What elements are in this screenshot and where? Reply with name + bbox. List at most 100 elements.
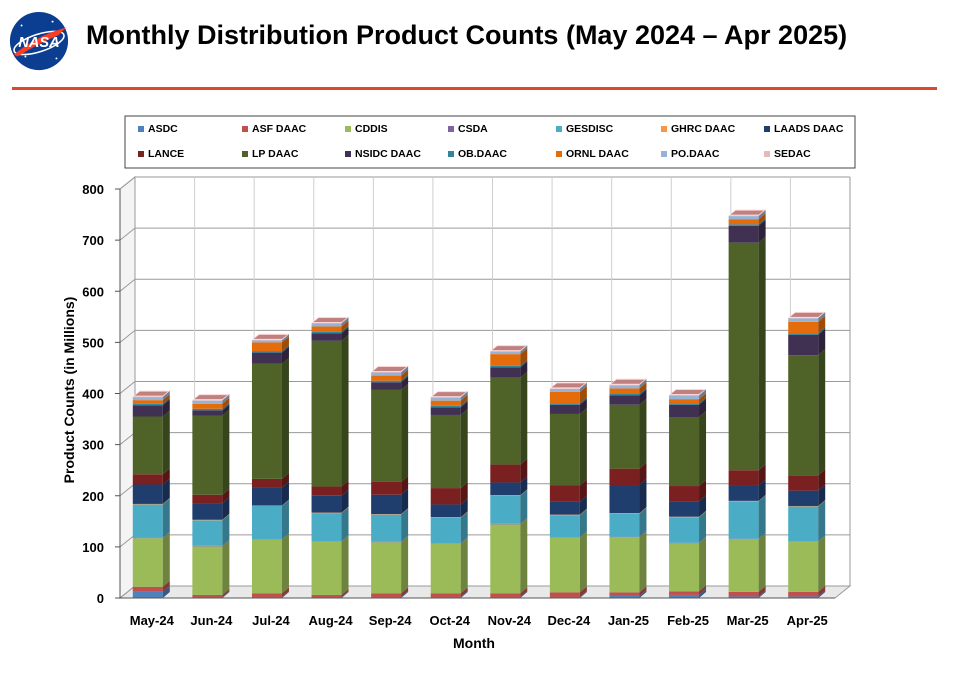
- bar-side: [818, 311, 826, 319]
- bar-front: [132, 416, 163, 475]
- bar-front: [430, 596, 461, 598]
- bar-side: [758, 209, 766, 217]
- legend-label: GHRC DAAC: [671, 123, 736, 135]
- bar-side: [401, 383, 409, 482]
- bar-side: [401, 590, 409, 598]
- bar-segment-csda: [788, 535, 826, 542]
- bar-side: [162, 532, 170, 587]
- bar-front: [788, 317, 819, 319]
- bar-front: [251, 596, 282, 598]
- x-tick-label: Jan-25: [608, 613, 649, 628]
- bar-side: [758, 218, 766, 226]
- bar-segment-ghrc-daac: [311, 506, 349, 514]
- bar-side: [460, 511, 468, 518]
- bar-front: [609, 536, 640, 538]
- x-tick-label: May-24: [130, 613, 175, 628]
- bar-segment-sedac: [669, 389, 707, 396]
- bar-front: [430, 543, 461, 544]
- bar-front: [192, 415, 223, 495]
- bar-side: [162, 497, 170, 505]
- bar-front: [728, 501, 759, 539]
- bar-segment-lp-daac: [788, 349, 826, 476]
- bar-front: [311, 333, 342, 341]
- bar-front: [192, 400, 223, 404]
- bar-side: [818, 585, 826, 597]
- bar-segment-cddis: [490, 518, 528, 594]
- bar-segment-csda: [669, 536, 707, 544]
- bar-front: [132, 405, 163, 417]
- legend-swatch: [345, 126, 351, 132]
- bar-side: [758, 494, 766, 502]
- bar-front: [311, 596, 342, 598]
- bar-front: [728, 485, 759, 501]
- bar-segment-gesdisc: [609, 507, 647, 537]
- bar-segment-ob-daac: [549, 397, 587, 405]
- bar-segment-csda: [311, 535, 349, 542]
- bar-segment-gesdisc: [371, 508, 409, 542]
- bar-side: [520, 517, 528, 525]
- bar-side: [162, 399, 170, 417]
- bar-segment-po-daac: [192, 394, 230, 404]
- bar-segment-sedac: [371, 366, 409, 373]
- bar-side: [639, 388, 647, 396]
- bar-segment-csda: [251, 533, 289, 540]
- x-axis-title: Month: [453, 635, 495, 651]
- bar-segment-asf-daac: [788, 585, 826, 597]
- bar-segment-po-daac: [371, 366, 409, 376]
- bar-segment-ghrc-daac: [192, 513, 230, 521]
- bar-front: [609, 592, 640, 596]
- bar-side: [460, 394, 468, 406]
- bar-side: [281, 533, 289, 594]
- bar-front: [788, 334, 819, 356]
- legend-swatch: [661, 151, 667, 157]
- bar-side: [162, 390, 170, 398]
- bar-segment-asdc: [609, 589, 647, 598]
- bar-front: [430, 397, 461, 401]
- bar-segment-asf-daac: [430, 587, 468, 597]
- bar-side: [699, 389, 707, 396]
- bar-top-rim: [134, 391, 168, 396]
- bar-segment-nsidc-daac: [132, 399, 170, 417]
- bar-front: [728, 215, 759, 217]
- bar-front: [788, 490, 819, 506]
- bar-front: [430, 488, 461, 505]
- bar-segment-laads-daac: [549, 495, 587, 515]
- bar-top-rim: [253, 334, 287, 339]
- bar-front: [788, 333, 819, 335]
- bar-side: [460, 511, 468, 544]
- bar-front: [728, 470, 759, 486]
- legend-item-csda: CSDA: [448, 123, 488, 135]
- bar-segment-laads-daac: [371, 488, 409, 515]
- bar-front: [669, 395, 700, 396]
- bar-segment-ornl-daac: [132, 394, 170, 404]
- bar-side: [758, 590, 766, 598]
- bar-front: [311, 594, 342, 597]
- bar-front: [490, 495, 521, 496]
- bar-segment-asf-daac: [549, 586, 587, 597]
- bar-segment-laads-daac: [132, 478, 170, 504]
- bar-front: [490, 354, 521, 366]
- bar-side: [341, 480, 349, 496]
- bar-front: [490, 593, 521, 597]
- bar-side: [699, 393, 707, 404]
- bar-front: [609, 513, 640, 514]
- bar-front: [430, 400, 461, 406]
- legend-swatch: [661, 126, 667, 132]
- bar-front: [371, 372, 402, 376]
- bar-front: [251, 505, 282, 540]
- bar-segment-laads-daac: [192, 497, 230, 520]
- bar-side: [758, 533, 766, 592]
- bar-segment-po-daac: [609, 379, 647, 389]
- bar-top-rim: [313, 317, 347, 322]
- bar-front: [192, 400, 223, 401]
- bar-front: [549, 388, 580, 392]
- bar-stack-oct-24: [430, 391, 468, 598]
- x-tick-label: Sep-24: [369, 613, 412, 628]
- bar-side: [579, 509, 587, 538]
- bar-side: [162, 498, 170, 538]
- bar-front: [669, 516, 700, 518]
- bar-front: [609, 385, 640, 389]
- bar-side: [162, 391, 170, 401]
- bar-front: [132, 474, 163, 485]
